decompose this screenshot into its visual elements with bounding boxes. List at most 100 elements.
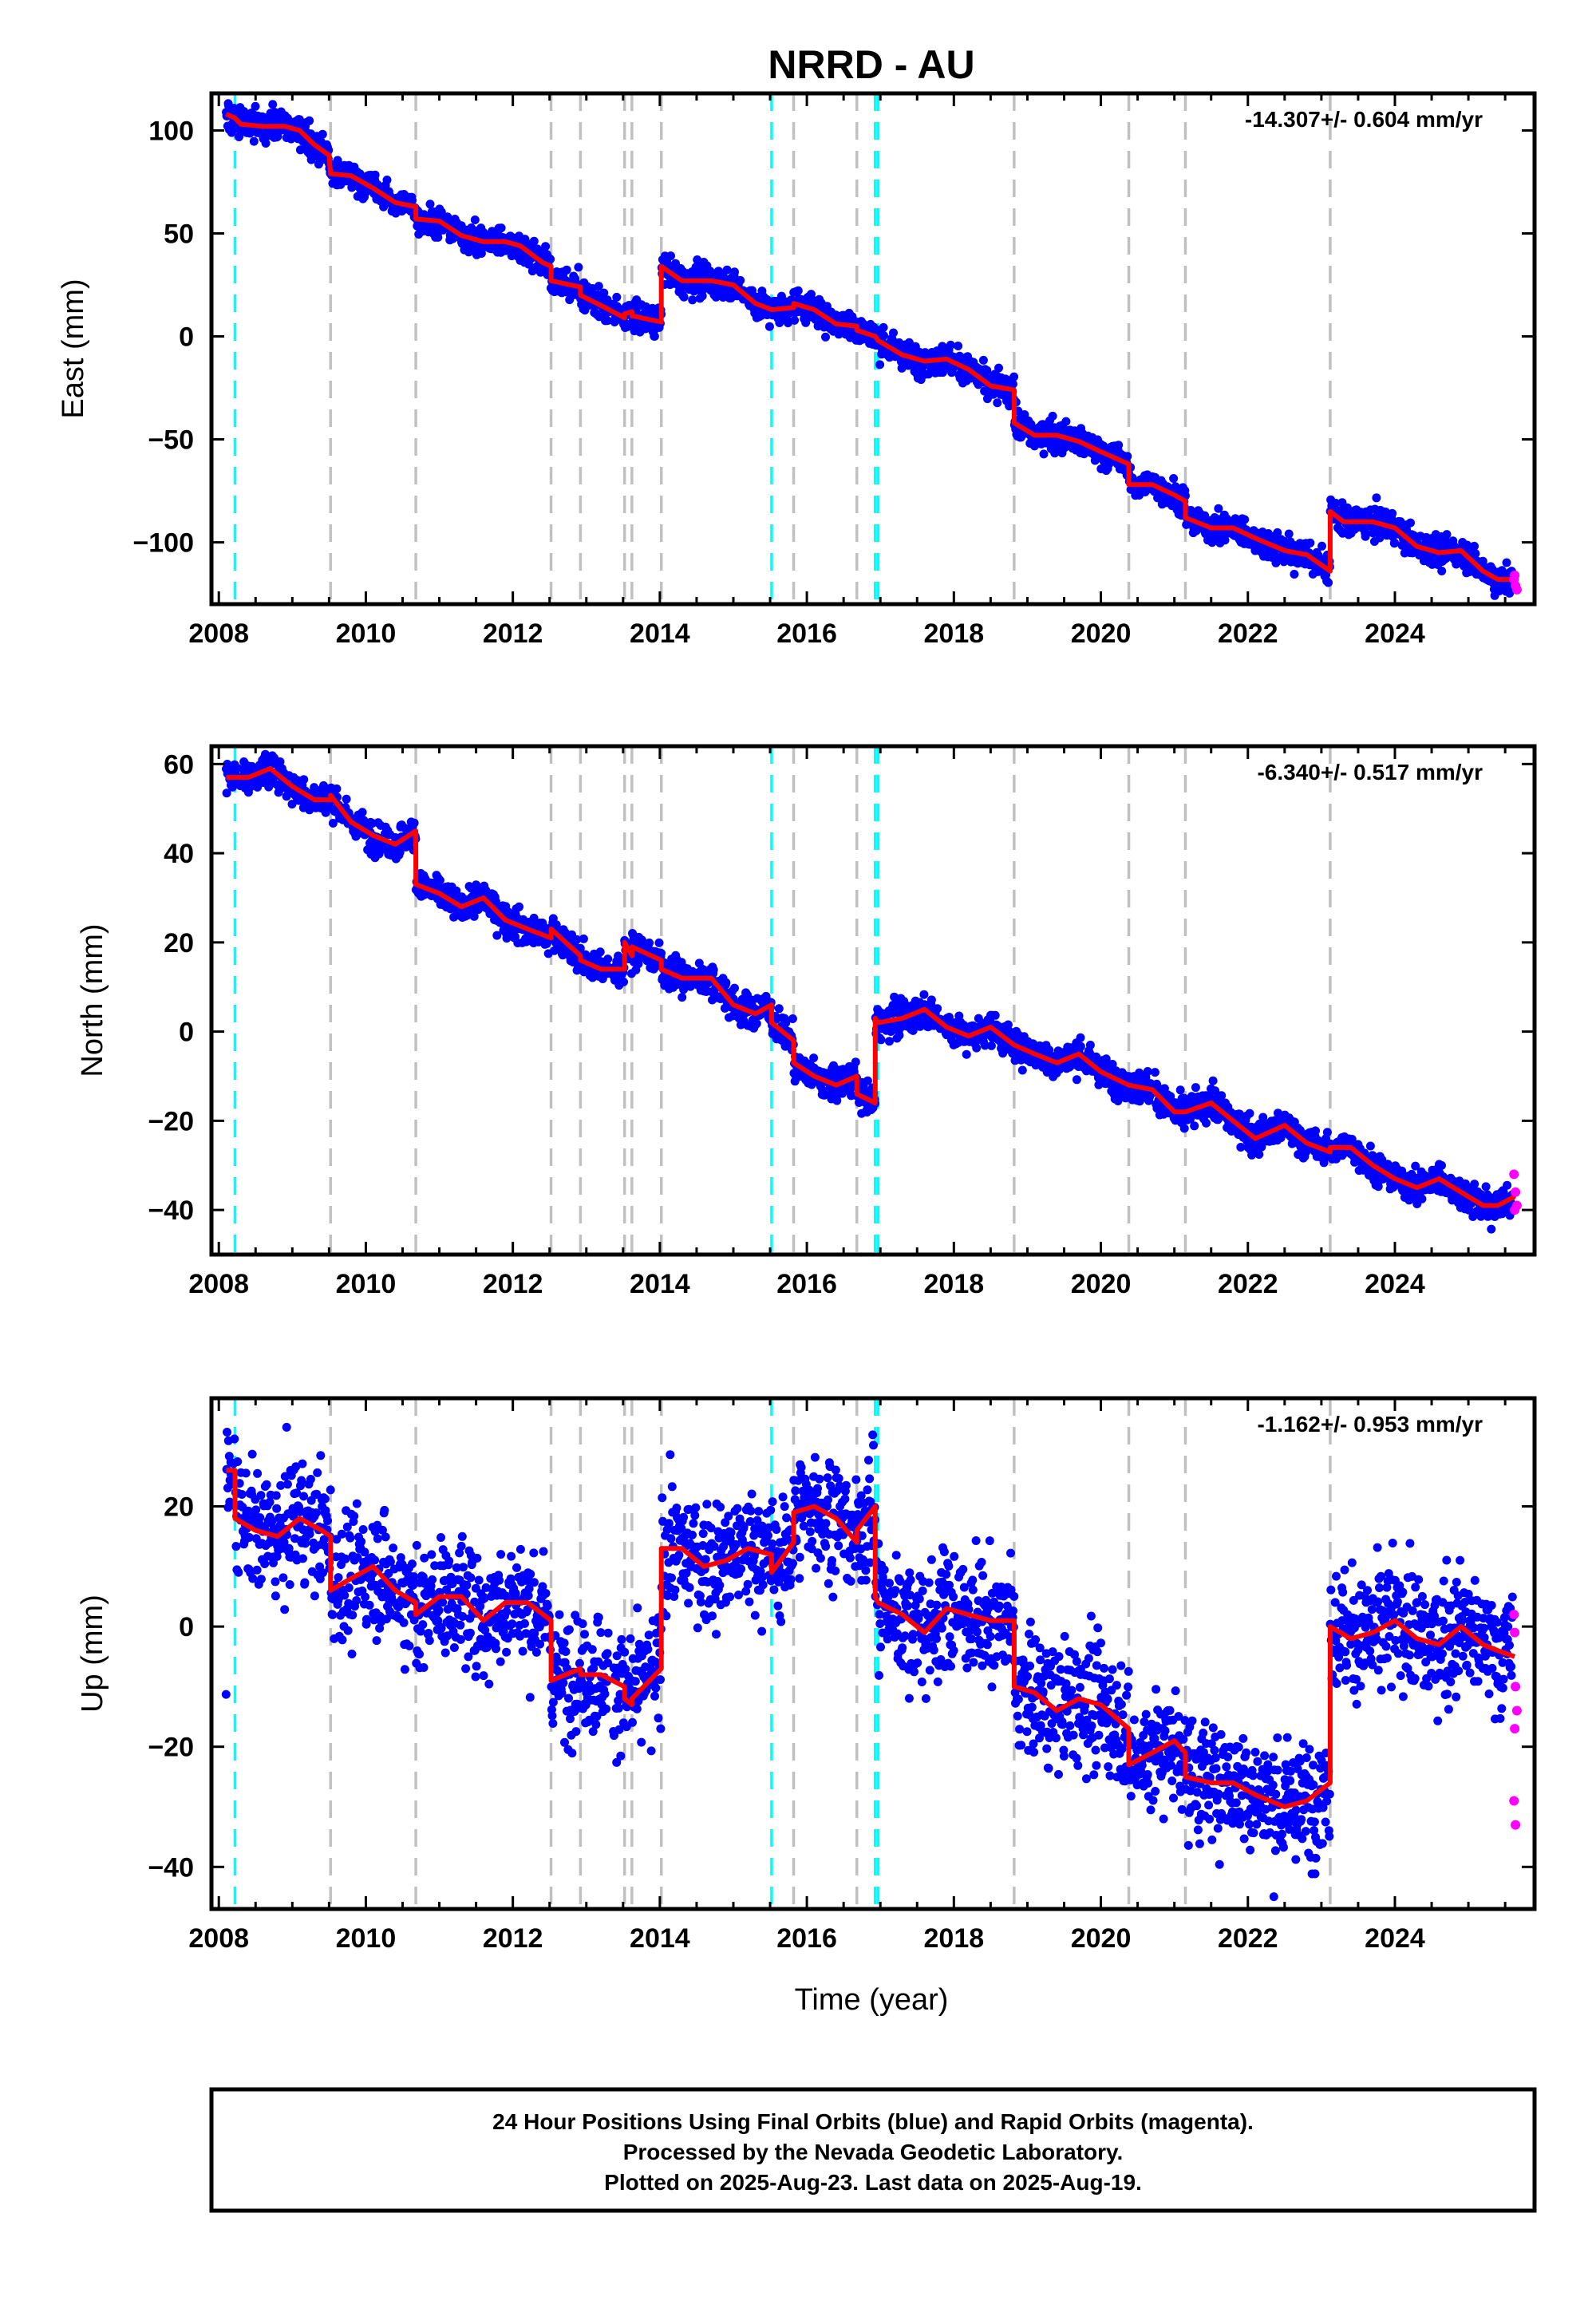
final-orbit-point [1061,417,1071,426]
north-plot-area [222,746,1522,1255]
final-orbit-point [1317,541,1326,551]
final-orbit-point [551,920,561,930]
final-orbit-point [1008,379,1017,389]
final-orbit-point [1331,499,1341,508]
final-orbit-point [370,170,380,180]
final-orbit-point [496,223,506,233]
final-orbit-point [1495,587,1504,595]
final-orbit-point [993,398,1002,408]
final-orbit-point [1202,1118,1211,1128]
east-panel: 2008 2010 2012 2014 2016 2018 2020 2022 20241005… [57,91,1537,649]
y-tick-label: −50 [148,425,194,456]
final-orbit-point [709,965,718,974]
final-orbit-point [603,316,612,326]
final-orbit-point [809,1053,819,1063]
x-tick-label: 2020 [1071,619,1132,649]
final-orbit-point [654,938,664,947]
final-orbit-point [425,200,435,209]
final-orbit-point [1258,1113,1268,1122]
final-orbit-point [433,232,443,242]
final-orbit-point [342,794,351,804]
final-orbit-point [982,366,992,375]
final-orbit-point [358,808,367,817]
rapid-orbit-point [1511,584,1522,595]
final-orbit-point [946,340,955,350]
final-orbit-point [251,101,260,111]
final-orbit-point [1471,549,1480,559]
final-orbit-point [1290,570,1299,579]
x-tick-label: 2018 [924,619,985,649]
final-orbit-point [1114,441,1124,450]
x-tick-label: 2016 [776,619,837,649]
final-orbit-point [409,818,419,828]
east-model-line [225,112,1515,582]
final-orbit-point [990,1010,1000,1020]
final-orbit-point [1306,538,1315,547]
final-orbit-point [908,1026,918,1035]
final-orbit-point [562,265,571,275]
final-orbit-point [890,992,899,1002]
final-orbit-point [879,331,888,340]
x-tick-label: 2022 [1218,619,1278,649]
final-orbit-point [1179,1124,1189,1133]
final-orbit-point [722,265,732,275]
final-orbit-point [1005,401,1014,411]
final-orbit-point [529,913,539,923]
final-orbit-point [305,116,314,125]
final-orbit-point [1045,1045,1054,1055]
final-orbit-point [793,286,803,295]
final-orbit-point [1009,372,1019,381]
final-orbit-point [619,977,628,986]
final-orbit-point [895,1030,904,1040]
final-orbit-point [919,990,929,999]
east-rate-label: -14.307+/- 0.604 mm/yr [1245,107,1483,132]
final-orbit-point [599,288,609,298]
final-orbit-point [476,249,486,258]
final-orbit-point [1175,1085,1185,1095]
final-orbit-point [572,935,582,944]
final-orbit-point [1220,536,1230,545]
final-orbit-point [1381,508,1390,516]
y-tick-label: 0 [179,322,194,353]
final-orbit-point [645,939,654,947]
final-orbit-point [1190,1121,1199,1131]
final-orbit-point [1169,474,1179,483]
final-orbit-point [863,1076,872,1085]
final-orbit-point [1273,528,1282,537]
x-tick-label: 2014 [630,619,690,649]
final-orbit-point [287,800,297,809]
final-orbit-point [1236,1143,1246,1152]
final-orbit-point [1217,1091,1227,1101]
final-orbit-point [980,1041,990,1050]
final-orbit-point [1311,1126,1320,1136]
final-orbit-point [832,1096,842,1105]
x-tick-label: 2008 [188,619,249,649]
final-orbit-point [679,292,689,302]
east-plot-area [222,93,1522,604]
final-orbit-point [851,1057,860,1067]
final-orbit-point [1388,508,1397,518]
final-orbit-point [1245,1109,1254,1118]
final-orbit-point [1284,529,1294,539]
final-orbit-point [1442,530,1452,539]
final-orbit-point [876,1035,886,1045]
x-tick-label: 2010 [336,619,397,649]
rapid-orbit-point [1510,570,1520,580]
final-orbit-point [721,978,731,987]
final-orbit-point [962,1049,971,1059]
final-orbit-point [223,760,232,769]
final-orbit-point [332,784,342,793]
final-orbit-point [926,995,936,1005]
final-orbit-point [666,251,675,261]
final-orbit-point [1039,449,1049,459]
final-orbit-point [1240,515,1250,524]
final-orbit-point [1324,578,1333,587]
final-orbit-point [1406,518,1415,528]
final-orbit-point [492,931,502,940]
final-orbit-point [261,139,271,148]
final-orbit-point [764,322,774,331]
final-orbit-point [933,1004,942,1014]
final-orbit-point [730,267,739,277]
chart-title: NRRD - AU [768,42,974,87]
